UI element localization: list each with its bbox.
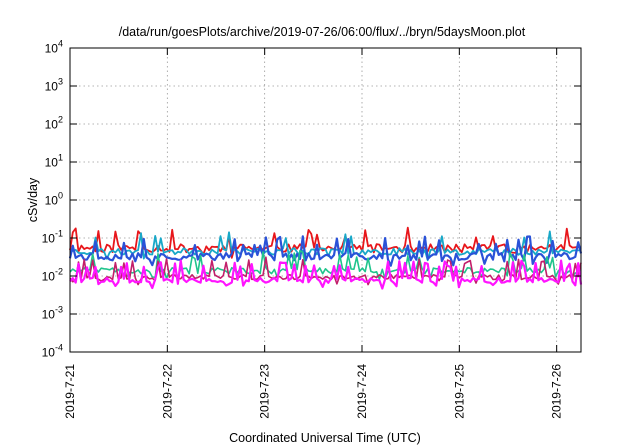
y-tick-label: 104: [45, 39, 63, 56]
y-tick-label: 10-4: [42, 343, 63, 360]
y-tick-label: 103: [45, 77, 63, 94]
y-tick-label: 10-3: [42, 305, 63, 322]
x-tick-label: 2019-7-26: [550, 364, 564, 419]
x-tick-label: 2019-7-23: [258, 364, 272, 419]
series-line-3: [68, 235, 583, 267]
x-axis-label: Coordinated Universal Time (UTC): [229, 431, 421, 445]
x-tick-label: 2019-7-22: [160, 364, 174, 419]
x-tick-label: 2019-7-21: [63, 364, 77, 419]
series-line-6: [69, 259, 583, 290]
y-tick-label: 101: [45, 153, 63, 170]
data-series: [68, 226, 583, 290]
y-tick-label: 102: [45, 115, 63, 132]
y-tick-label: 10-1: [42, 229, 63, 246]
chart-title: /data/run/goesPlots/archive/2019-07-26/0…: [119, 25, 526, 39]
y-tick-label: 10-2: [42, 267, 63, 284]
x-tick-label: 2019-7-25: [452, 364, 466, 419]
y-tick-label: 100: [45, 191, 63, 208]
grid-lines: [70, 48, 581, 352]
y-axis-label: cSv/day: [26, 177, 40, 222]
y-axis-ticks: 10-4 10-3 10-2 10-1 100 101 102 103 104: [42, 39, 581, 360]
x-axis-ticks: 2019-7-21 2019-7-22 2019-7-23 2019-7-24 2019…: [63, 48, 564, 419]
x-tick-label: 2019-7-24: [355, 364, 369, 419]
